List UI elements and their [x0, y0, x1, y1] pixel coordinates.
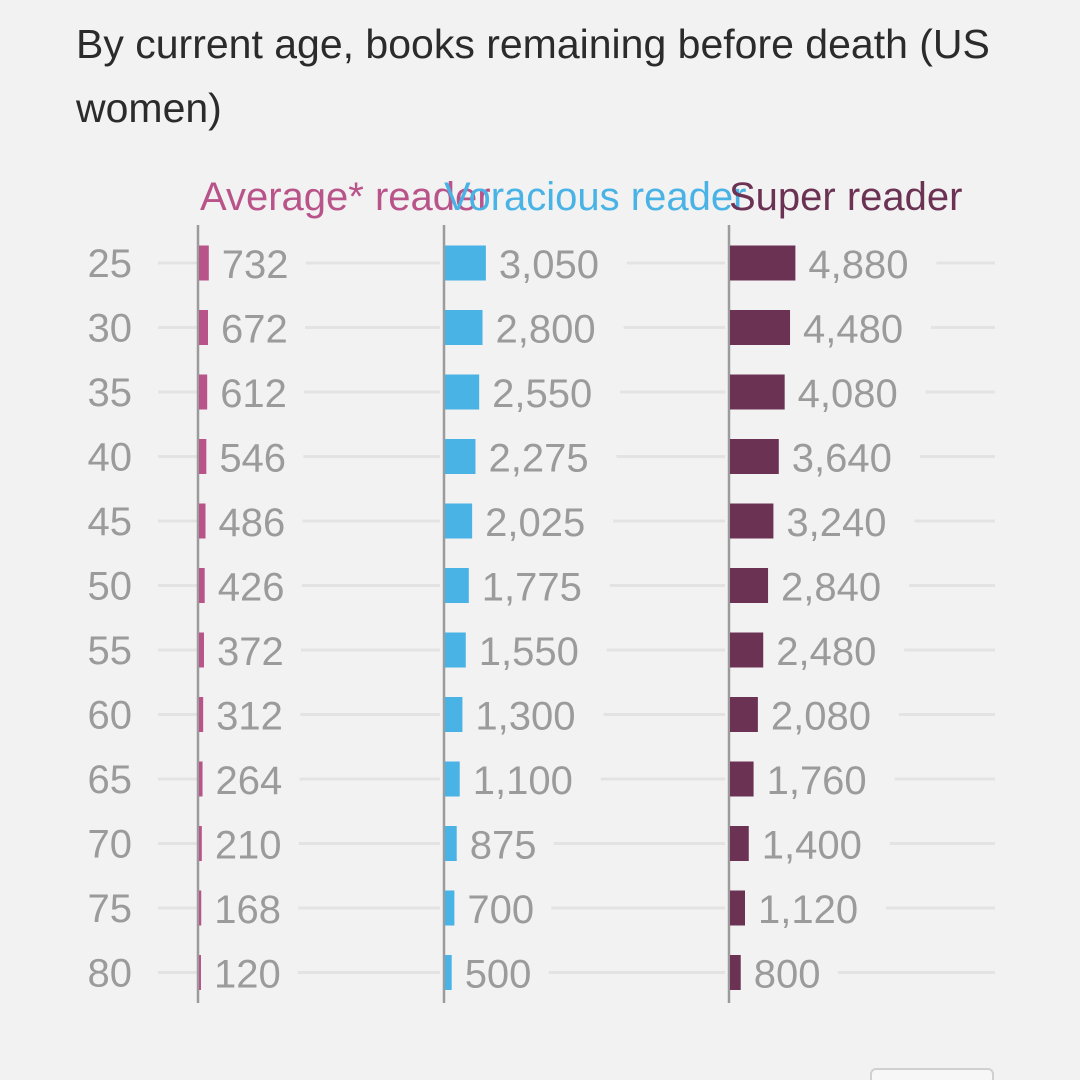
- footer-text-cropped: ▪ ▪ ▪ ▪ ▪ ▪: [80, 1066, 350, 1080]
- bar-value-label: 210: [215, 824, 282, 868]
- age-label: 40: [88, 436, 133, 480]
- bar: [445, 310, 483, 345]
- bar: [199, 761, 203, 797]
- age-label: 70: [88, 823, 133, 867]
- bar: [445, 245, 486, 281]
- bar: [199, 245, 209, 281]
- age-label: 30: [88, 307, 133, 351]
- bar: [199, 632, 204, 668]
- series-header: Voracious reader: [444, 175, 746, 219]
- bar: [199, 826, 202, 861]
- bar-value-label: 2,800: [496, 308, 596, 352]
- chart-title: By current age, books remaining before d…: [76, 21, 990, 131]
- bar: [199, 890, 202, 926]
- age-label: 55: [88, 629, 133, 673]
- bar-value-label: 500: [465, 953, 532, 997]
- bar: [730, 245, 796, 281]
- bar-value-label: 2,840: [781, 566, 881, 610]
- age-label: 45: [88, 500, 133, 544]
- bar: [445, 955, 452, 990]
- bar: [730, 890, 746, 926]
- bar: [199, 697, 204, 732]
- bar-value-label: 1,300: [475, 695, 575, 739]
- bar: [730, 568, 769, 603]
- bar-value-label: 486: [219, 501, 286, 545]
- bar-value-label: 1,400: [762, 824, 862, 868]
- bar: [445, 439, 476, 474]
- bar: [730, 697, 758, 732]
- bar: [730, 761, 754, 797]
- age-label: 80: [88, 952, 133, 996]
- bar-value-label: 312: [216, 695, 283, 739]
- bar-value-label: 4,480: [803, 308, 903, 352]
- bar-value-label: 2,275: [488, 437, 588, 481]
- bar: [445, 374, 480, 410]
- bar-value-label: 2,480: [776, 630, 876, 674]
- bar: [730, 439, 779, 474]
- footer-button-cropped[interactable]: [870, 1068, 994, 1080]
- bar-value-label: 372: [217, 630, 284, 674]
- bar-value-label: 3,050: [499, 243, 599, 287]
- bar-value-label: 612: [220, 372, 287, 416]
- bar-value-label: 1,760: [767, 759, 867, 803]
- bar: [199, 568, 205, 603]
- series-header: Super reader: [729, 175, 962, 219]
- bar-value-label: 875: [470, 824, 537, 868]
- bar-value-label: 672: [221, 308, 288, 352]
- bar-value-label: 1,550: [479, 630, 579, 674]
- age-label: 60: [88, 694, 133, 738]
- bar-value-label: 120: [214, 953, 281, 997]
- bar-value-label: 264: [216, 759, 283, 803]
- bar-value-label: 700: [467, 888, 534, 932]
- bar-value-label: 2,025: [485, 501, 585, 545]
- bar: [730, 374, 785, 410]
- bar-value-label: 2,080: [771, 695, 871, 739]
- bar-value-label: 1,120: [758, 888, 858, 932]
- bar: [199, 955, 201, 990]
- bar: [199, 374, 208, 410]
- bar: [445, 503, 473, 539]
- bar-value-label: 3,640: [792, 437, 892, 481]
- age-label: 75: [88, 887, 133, 931]
- age-label: 35: [88, 371, 133, 415]
- age-label: 25: [88, 242, 133, 286]
- bar: [445, 761, 460, 797]
- bar: [730, 310, 791, 345]
- bar: [445, 826, 457, 861]
- bar-value-label: 1,100: [473, 759, 573, 803]
- bar-value-label: 546: [219, 437, 286, 481]
- bar: [445, 568, 469, 603]
- bar: [199, 439, 207, 474]
- bar: [730, 826, 749, 861]
- age-label: 50: [88, 565, 133, 609]
- bar-value-label: 168: [214, 888, 281, 932]
- bar: [445, 890, 455, 926]
- bar-value-label: 732: [222, 243, 289, 287]
- bar-value-label: 4,880: [808, 243, 908, 287]
- bar-value-label: 3,240: [786, 501, 886, 545]
- bar-value-label: 1,775: [482, 566, 582, 610]
- bar: [730, 503, 774, 539]
- bar-value-label: 426: [218, 566, 285, 610]
- bar-value-label: 2,550: [492, 372, 592, 416]
- bar: [730, 632, 764, 668]
- bar: [199, 310, 209, 345]
- series-header: Average* reader: [200, 175, 491, 219]
- bar: [730, 955, 741, 990]
- bar: [445, 632, 466, 668]
- bar-value-label: 4,080: [798, 372, 898, 416]
- bar-value-label: 800: [754, 953, 821, 997]
- bar: [199, 503, 206, 539]
- age-label: 65: [88, 758, 133, 802]
- bar: [445, 697, 463, 732]
